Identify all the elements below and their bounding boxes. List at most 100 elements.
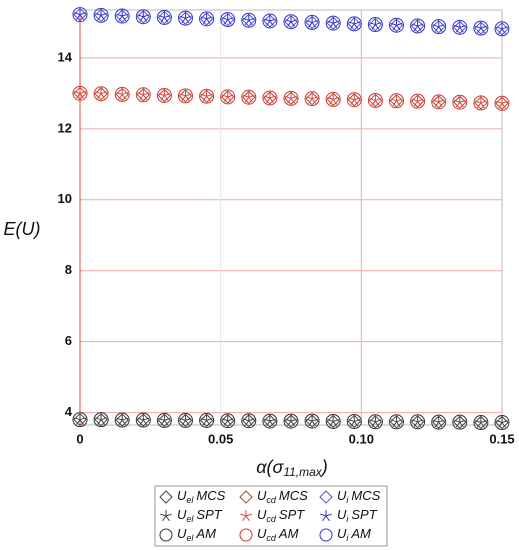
marker-circle (114, 412, 130, 428)
marker-circle (325, 91, 341, 107)
marker-circle (156, 412, 172, 428)
marker-star (221, 414, 234, 426)
legend-variable: U (337, 507, 347, 522)
marker-star (240, 510, 252, 522)
marker-circle (283, 413, 299, 429)
legend-variable: U (257, 526, 267, 541)
marker-circle (452, 19, 468, 35)
marker-star (285, 92, 297, 104)
marker-diamond (242, 90, 256, 104)
marker-circle (410, 93, 426, 109)
marker-diamond (159, 490, 173, 504)
legend-name: SPT (351, 507, 377, 522)
marker-star (242, 14, 255, 26)
legend-entry: Ui AM (337, 526, 371, 543)
plot-frame (79, 9, 503, 426)
marker-star (496, 416, 508, 428)
marker-diamond (410, 415, 425, 429)
marker-diamond (220, 414, 235, 428)
marker-circle (367, 92, 383, 108)
marker-circle (93, 7, 109, 23)
legend-name: AM (278, 526, 299, 541)
marker-star (327, 93, 340, 105)
legend-variable: U (257, 488, 267, 503)
marker-star (221, 13, 234, 25)
marker-circle (93, 412, 109, 428)
legend-variable: U (337, 526, 347, 541)
marker-circle (72, 85, 88, 101)
legend-name: MCS (351, 488, 380, 503)
marker-star (116, 10, 129, 22)
marker-diamond (157, 10, 172, 25)
marker-star (221, 90, 234, 103)
legend-subscript: cd (266, 495, 277, 505)
marker-star (453, 21, 466, 33)
marker-star (411, 415, 424, 427)
marker-circle (410, 414, 426, 430)
marker-diamond (389, 415, 404, 429)
marker-star (200, 12, 213, 25)
marker-diamond (284, 91, 298, 106)
marker-diamond (495, 22, 509, 36)
marker-circle (319, 528, 333, 542)
marker-star (475, 96, 487, 109)
x-tick-label: 0.15 (489, 431, 514, 446)
marker-circle (241, 413, 257, 429)
legend-variable: U (177, 526, 187, 541)
legend-name: MCS (279, 488, 308, 503)
marker-diamond (389, 94, 404, 108)
marker-star (242, 414, 255, 426)
marker-circle (199, 11, 215, 27)
marker-star (390, 19, 403, 31)
marker-diamond (326, 414, 340, 429)
marker-circle (239, 528, 253, 542)
marker-circle (220, 89, 236, 105)
legend-name: AM (350, 526, 371, 541)
marker-diamond (305, 414, 319, 428)
marker-circle (473, 415, 489, 431)
x-label-main: α(σ (256, 457, 284, 477)
marker-circle (72, 412, 88, 428)
marker-circle (241, 12, 257, 28)
marker-star (200, 414, 213, 426)
y-tick-label: 10 (58, 191, 72, 206)
marker-star (95, 413, 107, 425)
marker-diamond (263, 414, 277, 428)
marker-diamond (474, 96, 488, 110)
marker-diamond (239, 490, 253, 504)
marker-circle (452, 414, 468, 430)
marker-circle (325, 15, 341, 31)
marker-star (390, 415, 403, 427)
marker-diamond (410, 94, 425, 108)
marker-diamond (263, 91, 277, 105)
marker-diamond (326, 16, 340, 30)
marker-diamond (410, 19, 425, 33)
marker-star (475, 22, 487, 34)
legend-box (154, 485, 388, 547)
marker-diamond (305, 15, 319, 30)
marker-circle (241, 89, 257, 105)
marker-diamond (453, 20, 467, 35)
marker-diamond (220, 12, 235, 27)
marker-diamond (136, 88, 151, 102)
marker-diamond (242, 13, 256, 27)
marker-star (285, 15, 297, 27)
y-axis-label: E(U) (4, 219, 41, 239)
legend-name: AM (195, 526, 216, 541)
marker-circle (114, 8, 130, 24)
marker-circle (135, 9, 151, 25)
marker-diamond (453, 95, 467, 109)
marker-star (369, 94, 382, 106)
marker-circle (346, 16, 362, 32)
marker-star (348, 93, 361, 105)
marker-diamond (474, 415, 488, 430)
marker-star (327, 415, 340, 427)
marker-diamond (474, 21, 488, 35)
marker-diamond (263, 14, 277, 28)
marker-diamond (242, 414, 256, 428)
marker-star (327, 17, 340, 29)
marker-star (432, 95, 445, 108)
marker-diamond (157, 88, 172, 103)
marker-diamond (94, 87, 108, 101)
